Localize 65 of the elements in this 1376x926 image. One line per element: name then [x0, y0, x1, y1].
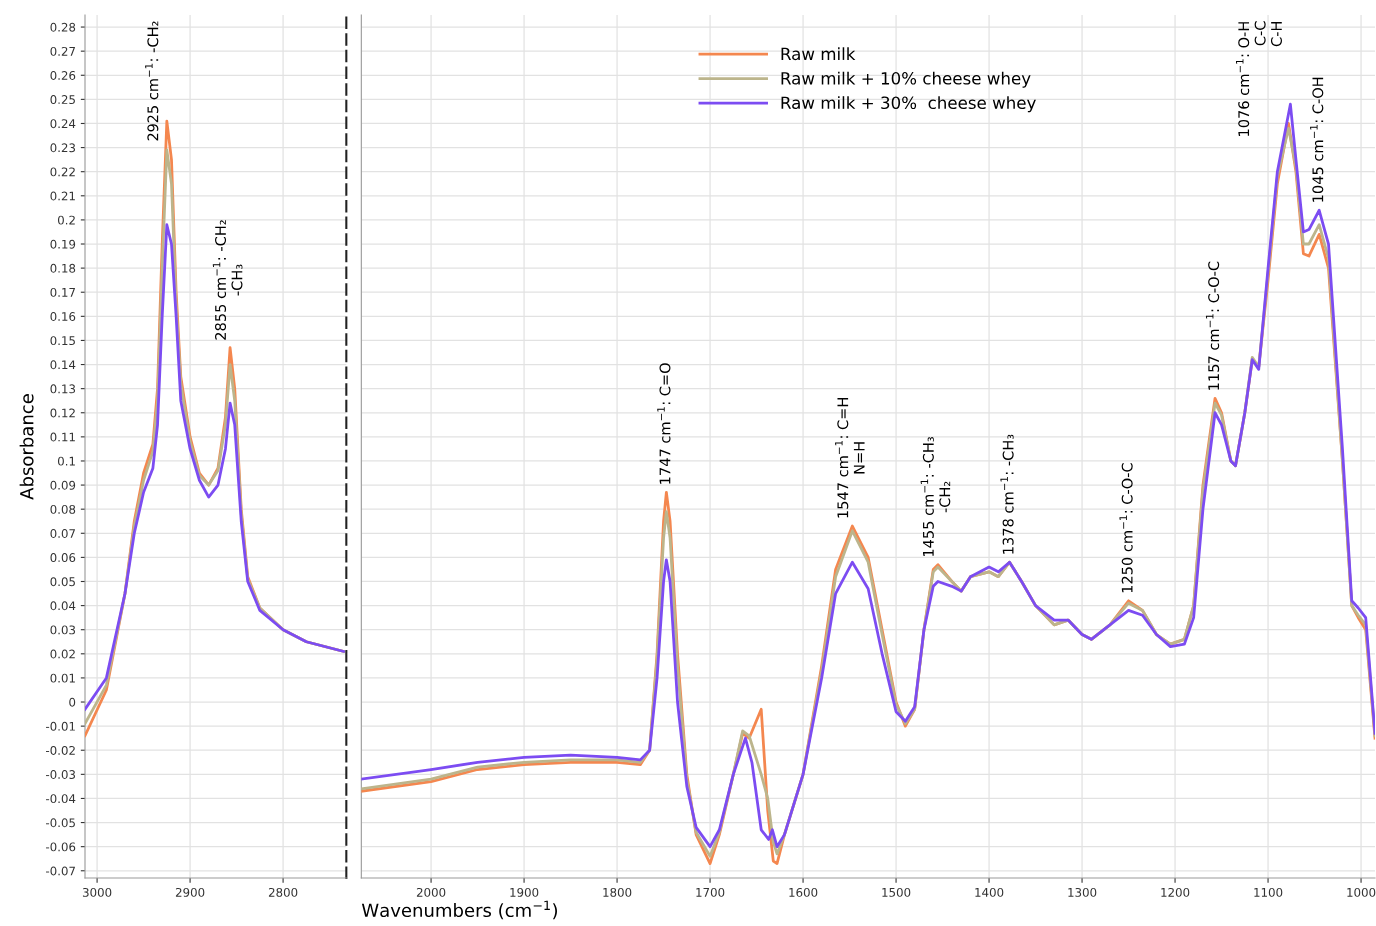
x-tick-label: 1500	[882, 887, 911, 897]
x-tick-label: 1600	[789, 887, 818, 897]
y-tick-label: 0.24	[50, 119, 76, 129]
y-tick-label: 0.18	[50, 263, 76, 273]
annotation: 2855 cm$^{−1}$: -CH₂ -CH₃	[212, 220, 243, 340]
legend-label: Raw milk + 10% cheese whey	[781, 71, 1031, 88]
y-tick-label: -0.06	[46, 842, 76, 852]
legend-label: Raw milk + 30% cheese whey	[781, 96, 1036, 113]
legend-label: Raw milk	[781, 47, 856, 61]
y-tick-label: 0.04	[50, 601, 76, 611]
y-tick-label: 0.05	[50, 577, 75, 587]
y-axis-title: Absorbance	[19, 394, 34, 500]
y-tick-label: 0.17	[50, 287, 75, 297]
annotation: 1157 cm$^{−1}$: C-O-C	[1205, 261, 1220, 390]
y-tick-label: 0.22	[50, 167, 75, 177]
x-tick-label: 1100	[1254, 887, 1283, 897]
annotation: 1455 cm$^{−1}$: -CH₃ -CH₂	[920, 437, 951, 557]
annotation: 1250 cm$^{−1}$: C-O-C	[1119, 463, 1133, 593]
y-tick-label: 0.21	[50, 191, 75, 201]
y-tick-label: -0.05	[46, 818, 75, 828]
y-tick-label: 0.12	[50, 408, 75, 418]
y-tick-label: 0.03	[50, 625, 76, 635]
y-tick-label: 0.15	[50, 336, 75, 346]
x-tick-label: 1200	[1161, 887, 1190, 897]
x-tick-label: 1900	[510, 887, 539, 897]
y-tick-label: 0.14	[50, 360, 76, 370]
y-tick-label: 0.02	[50, 649, 75, 659]
annotation: 1045 cm$^{−1}$: C-OH	[1310, 77, 1324, 202]
y-tick-label: -0.04	[46, 794, 76, 804]
y-tick-label: 0.1	[57, 456, 75, 466]
x-axis-title: Wavenumbers (cm$^{−1}$)	[361, 900, 557, 920]
y-tick-label: 0.09	[50, 480, 76, 490]
x-tick-label: 2800	[268, 887, 298, 897]
y-tick-label: 0.2	[57, 215, 75, 225]
y-tick-label: -0.07	[46, 866, 75, 876]
y-tick-label: 0.23	[50, 143, 76, 153]
x-tick-label: 2900	[175, 887, 205, 897]
y-tick-label: 0.26	[50, 70, 76, 80]
y-tick-label: 0.11	[50, 432, 75, 442]
annotation: 1747 cm$^{−1}$: C=O	[657, 363, 671, 484]
annotation: 2925 cm$^{−1}$: -CH₂	[145, 21, 159, 141]
y-tick-label: -0.02	[46, 745, 75, 755]
y-tick-label: 0.01	[50, 673, 75, 683]
y-tick-label: 0	[69, 697, 76, 707]
x-tick-label: 1300	[1068, 887, 1097, 897]
x-tick-label: 1800	[603, 887, 632, 897]
x-tick-label: 2000	[416, 887, 446, 897]
y-tick-label: 0.06	[50, 553, 76, 563]
y-tick-label: 0.27	[50, 46, 75, 56]
y-tick-label: 0.28	[50, 22, 76, 32]
x-tick-label: 1700	[696, 887, 725, 897]
x-tick-label: 1000	[1347, 887, 1376, 897]
annotation: 1076 cm$^{−1}$: O-H C-C C-H	[1236, 21, 1282, 136]
y-tick-label: 0.16	[50, 312, 76, 321]
x-tick-label: 3000	[82, 887, 112, 897]
x-tick-label: 1400	[975, 887, 1004, 897]
annotation: 1547 cm$^{−1}$: C=H N=H	[835, 398, 865, 518]
y-tick-label: -0.01	[46, 721, 75, 731]
y-tick-label: 0.25	[50, 95, 75, 105]
y-tick-label: -0.03	[46, 770, 76, 779]
annotation: 1378 cm$^{−1}$: -CH₃	[1000, 434, 1014, 554]
y-tick-label: 0.13	[50, 384, 76, 394]
y-tick-label: 0.07	[50, 529, 75, 538]
y-tick-label: 0.19	[50, 239, 76, 249]
y-tick-label: 0.08	[50, 504, 76, 514]
